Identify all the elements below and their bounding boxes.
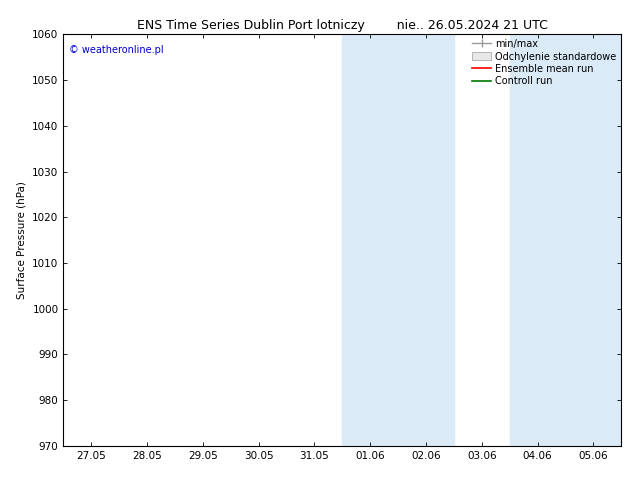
Y-axis label: Surface Pressure (hPa): Surface Pressure (hPa) <box>16 181 27 299</box>
Bar <box>510 34 621 446</box>
Title: ENS Time Series Dublin Port lotniczy        nie.. 26.05.2024 21 UTC: ENS Time Series Dublin Port lotniczy nie… <box>137 19 548 32</box>
Legend: min/max, Odchylenie standardowe, Ensemble mean run, Controll run: min/max, Odchylenie standardowe, Ensembl… <box>470 37 618 88</box>
Bar <box>342 34 454 446</box>
Text: © weatheronline.pl: © weatheronline.pl <box>69 45 164 54</box>
